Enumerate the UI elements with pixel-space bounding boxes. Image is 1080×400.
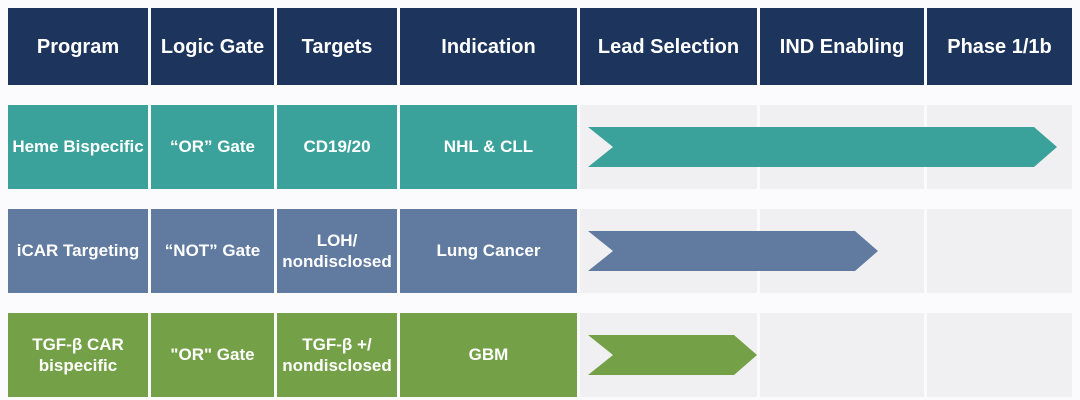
program-cell: iCAR Targeting [8,209,148,293]
progress-arrow [588,335,757,375]
progress-arrow [588,127,1057,167]
indication-cell: NHL & CLL [400,105,577,189]
column-header-phase-1-1b: Phase 1/1b [927,8,1072,85]
progress-arrow [588,231,878,271]
column-header-ind-enabling: IND Enabling [760,8,924,85]
logic-gate-cell: "OR" Gate [151,313,274,397]
column-header-logic-gate: Logic Gate [151,8,274,85]
program-cell: TGF-β CAR bispecific [8,313,148,397]
column-header-indication: Indication [400,8,577,85]
timeline-cell-ind-enabling [760,313,924,397]
targets-cell: TGF-β +/ nondisclosed [277,313,397,397]
logic-gate-cell: “NOT” Gate [151,209,274,293]
timeline-cell-phase-1-1b [927,209,1072,293]
column-header-program: Program [8,8,148,85]
logic-gate-cell: “OR” Gate [151,105,274,189]
column-header-lead-selection: Lead Selection [580,8,757,85]
targets-cell: CD19/20 [277,105,397,189]
indication-cell: Lung Cancer [400,209,577,293]
pipeline-rows: Heme Bispecific “OR” Gate CD19/20 NHL & … [8,105,1080,397]
targets-cell: LOH/ nondisclosed [277,209,397,293]
header-row: Program Logic Gate Targets Indication Lead S… [8,8,1080,85]
timeline-cell-phase-1-1b [927,313,1072,397]
column-header-targets: Targets [277,8,397,85]
pipeline-row-tgf-car-bispecific: TGF-β CAR bispecific "OR" Gate TGF-β +/ … [8,313,1080,397]
pipeline-row-heme-bispecific: Heme Bispecific “OR” Gate CD19/20 NHL & … [8,105,1080,189]
pipeline-row-icar-targeting: iCAR Targeting “NOT” Gate LOH/ nondisclo… [8,209,1080,293]
indication-cell: GBM [400,313,577,397]
program-cell: Heme Bispecific [8,105,148,189]
